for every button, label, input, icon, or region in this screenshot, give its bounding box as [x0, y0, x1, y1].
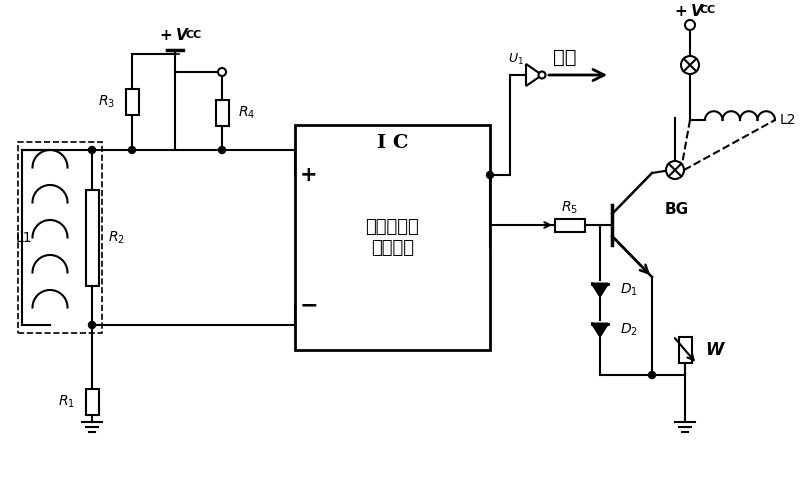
Text: CC: CC — [185, 30, 202, 40]
Text: BG: BG — [665, 203, 689, 217]
Text: I C: I C — [377, 134, 408, 152]
Polygon shape — [592, 284, 608, 296]
Text: $R_5$: $R_5$ — [562, 200, 578, 216]
Text: L2: L2 — [780, 113, 797, 127]
Bar — [126, 89, 138, 115]
Text: $U_1$: $U_1$ — [508, 51, 524, 67]
Text: V: V — [176, 28, 188, 44]
Circle shape — [89, 322, 95, 328]
Circle shape — [218, 146, 226, 154]
Text: $R_2$: $R_2$ — [108, 229, 125, 246]
Bar — [295, 125, 490, 350]
Circle shape — [666, 161, 684, 179]
Circle shape — [649, 372, 655, 379]
Circle shape — [538, 72, 546, 79]
Circle shape — [685, 20, 695, 30]
Circle shape — [486, 171, 494, 179]
Text: $D_2$: $D_2$ — [620, 322, 638, 338]
Text: −: − — [300, 295, 318, 315]
Text: $R_3$: $R_3$ — [98, 94, 115, 110]
Text: +: + — [300, 165, 318, 185]
Text: $R_4$: $R_4$ — [238, 105, 255, 121]
Bar — [86, 389, 98, 415]
Circle shape — [681, 56, 699, 74]
Text: V: V — [691, 3, 702, 19]
Polygon shape — [592, 324, 608, 336]
Text: 差动高增益
运放电路: 差动高增益 运放电路 — [366, 218, 419, 257]
Circle shape — [129, 146, 135, 154]
Bar — [555, 218, 585, 231]
Text: 信号: 信号 — [554, 48, 577, 67]
Text: $D_1$: $D_1$ — [620, 282, 638, 298]
Text: +: + — [159, 28, 172, 44]
Bar — [18, 142, 102, 333]
Text: CC: CC — [700, 5, 716, 15]
Bar — [678, 337, 691, 363]
Text: L1: L1 — [15, 230, 32, 244]
Text: $R_1$: $R_1$ — [58, 394, 75, 410]
Text: W: W — [705, 341, 723, 359]
Circle shape — [89, 146, 95, 154]
Text: +: + — [674, 3, 687, 19]
Polygon shape — [526, 64, 542, 86]
Bar — [86, 190, 98, 286]
Bar — [215, 100, 229, 126]
Circle shape — [218, 68, 226, 76]
